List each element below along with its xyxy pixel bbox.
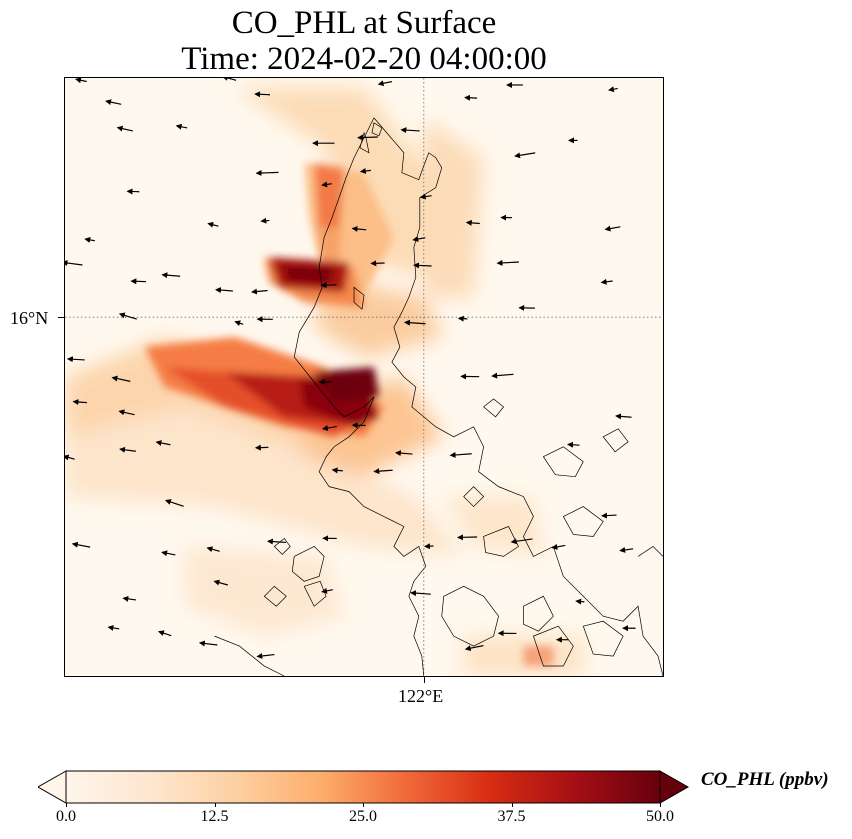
wind-arrow — [107, 624, 120, 631]
wind-arrow — [567, 441, 580, 448]
wind-arrow — [321, 425, 337, 431]
map-title: CO_PHL at Surface — [231, 5, 497, 41]
wind-arrow — [514, 152, 536, 159]
wind-arrow — [254, 91, 271, 98]
lat-tick-mark — [58, 317, 64, 318]
colorbar-tick-label: 37.5 — [497, 808, 526, 825]
longitude-label: 122°E — [398, 686, 444, 706]
wind-arrow — [608, 86, 618, 93]
wind-arrow — [84, 236, 95, 243]
colorbar-min-extend — [38, 770, 67, 804]
wind-arrow — [377, 80, 393, 87]
wind-arrow — [122, 595, 137, 602]
colorbar-tick-label: 50.0 — [646, 808, 674, 825]
wind-arrow — [419, 193, 432, 200]
colorbar-label: CO_PHL (ppbv) — [701, 769, 829, 790]
colorbar-tick-mark — [363, 803, 364, 807]
wind-arrow — [65, 454, 75, 461]
wind-arrow — [464, 645, 484, 652]
latitude-label: 16°N — [10, 308, 49, 328]
colorbar-tick-mark — [214, 803, 216, 807]
wind-arrow — [234, 320, 244, 327]
wind-arrow — [119, 446, 136, 453]
wind-arrow — [164, 499, 184, 507]
wind-arrow — [66, 356, 85, 363]
wind-arrow — [157, 630, 172, 637]
wind-arrow — [118, 409, 135, 416]
wind-arrow — [71, 541, 91, 548]
wind-arrow — [155, 440, 171, 446]
wind-arrow — [615, 413, 632, 420]
wind-arrow — [403, 319, 426, 326]
colorbar-tick-label: 25.0 — [349, 808, 377, 825]
wind-arrow — [351, 225, 367, 232]
wind-arrow — [601, 512, 617, 519]
wind-arrow — [74, 78, 87, 84]
wind-arrow — [600, 278, 613, 285]
wind-arrow — [604, 225, 621, 232]
map-panel — [64, 77, 664, 677]
wind-vectors — [65, 78, 636, 659]
wind-arrow — [72, 398, 87, 405]
wind-arrow — [373, 468, 393, 475]
colorbar-tick-label: 12.5 — [200, 808, 229, 825]
wind-arrow — [118, 312, 137, 320]
wind-arrow — [111, 375, 131, 382]
wind-arrow — [496, 259, 519, 266]
wind-arrow — [105, 99, 122, 106]
colorbar-tick-label: 0.0 — [56, 808, 76, 825]
wind-arrow — [175, 123, 188, 130]
wind-arrow — [65, 260, 83, 266]
wind-arrow — [491, 372, 514, 379]
coastlines — [214, 117, 663, 676]
wind-arrow — [619, 546, 634, 553]
wind-arrow — [331, 467, 343, 474]
wind-arrow — [213, 579, 229, 586]
map-canvas — [65, 78, 663, 676]
wind-arrow — [357, 134, 378, 141]
wind-arrow — [359, 168, 371, 174]
wind-arrow — [250, 288, 268, 295]
wind-arrow — [207, 221, 219, 228]
colorbar-max-extend — [659, 770, 690, 804]
wind-arrow — [413, 262, 432, 269]
colorbar — [38, 770, 690, 804]
wind-arrow — [394, 450, 413, 457]
wind-arrow — [116, 125, 134, 132]
map-time-subtitle: Time: 2024-02-20 04:00:00 — [181, 41, 547, 77]
wind-arrow — [464, 94, 478, 101]
colorbar-tick-mark — [511, 803, 513, 807]
wind-arrow — [551, 543, 566, 550]
wind-arrow — [449, 451, 472, 458]
wind-arrow — [198, 640, 218, 647]
wind-arrow — [400, 127, 420, 134]
wind-arrow — [575, 598, 585, 605]
wind-arrow — [465, 219, 480, 226]
wind-arrow — [410, 590, 431, 597]
wind-arrow — [206, 546, 220, 553]
wind-arrow — [255, 170, 279, 176]
wind-arrow — [321, 181, 332, 188]
colorbar-gradient — [65, 770, 661, 804]
wind-arrow — [215, 287, 233, 294]
colorbar-tick-mark — [66, 803, 67, 807]
wind-arrow — [256, 652, 275, 659]
wind-arrow — [412, 236, 426, 242]
wind-arrow — [161, 272, 181, 279]
wind-arrow — [266, 538, 287, 545]
wind-arrow — [161, 550, 176, 557]
wind-arrow — [221, 78, 237, 81]
wind-arrow — [510, 538, 533, 545]
lon-tick-mark — [424, 677, 425, 683]
colorbar-tick-mark — [660, 803, 661, 807]
wind-arrow — [321, 587, 333, 594]
wind-arrow — [260, 217, 270, 224]
